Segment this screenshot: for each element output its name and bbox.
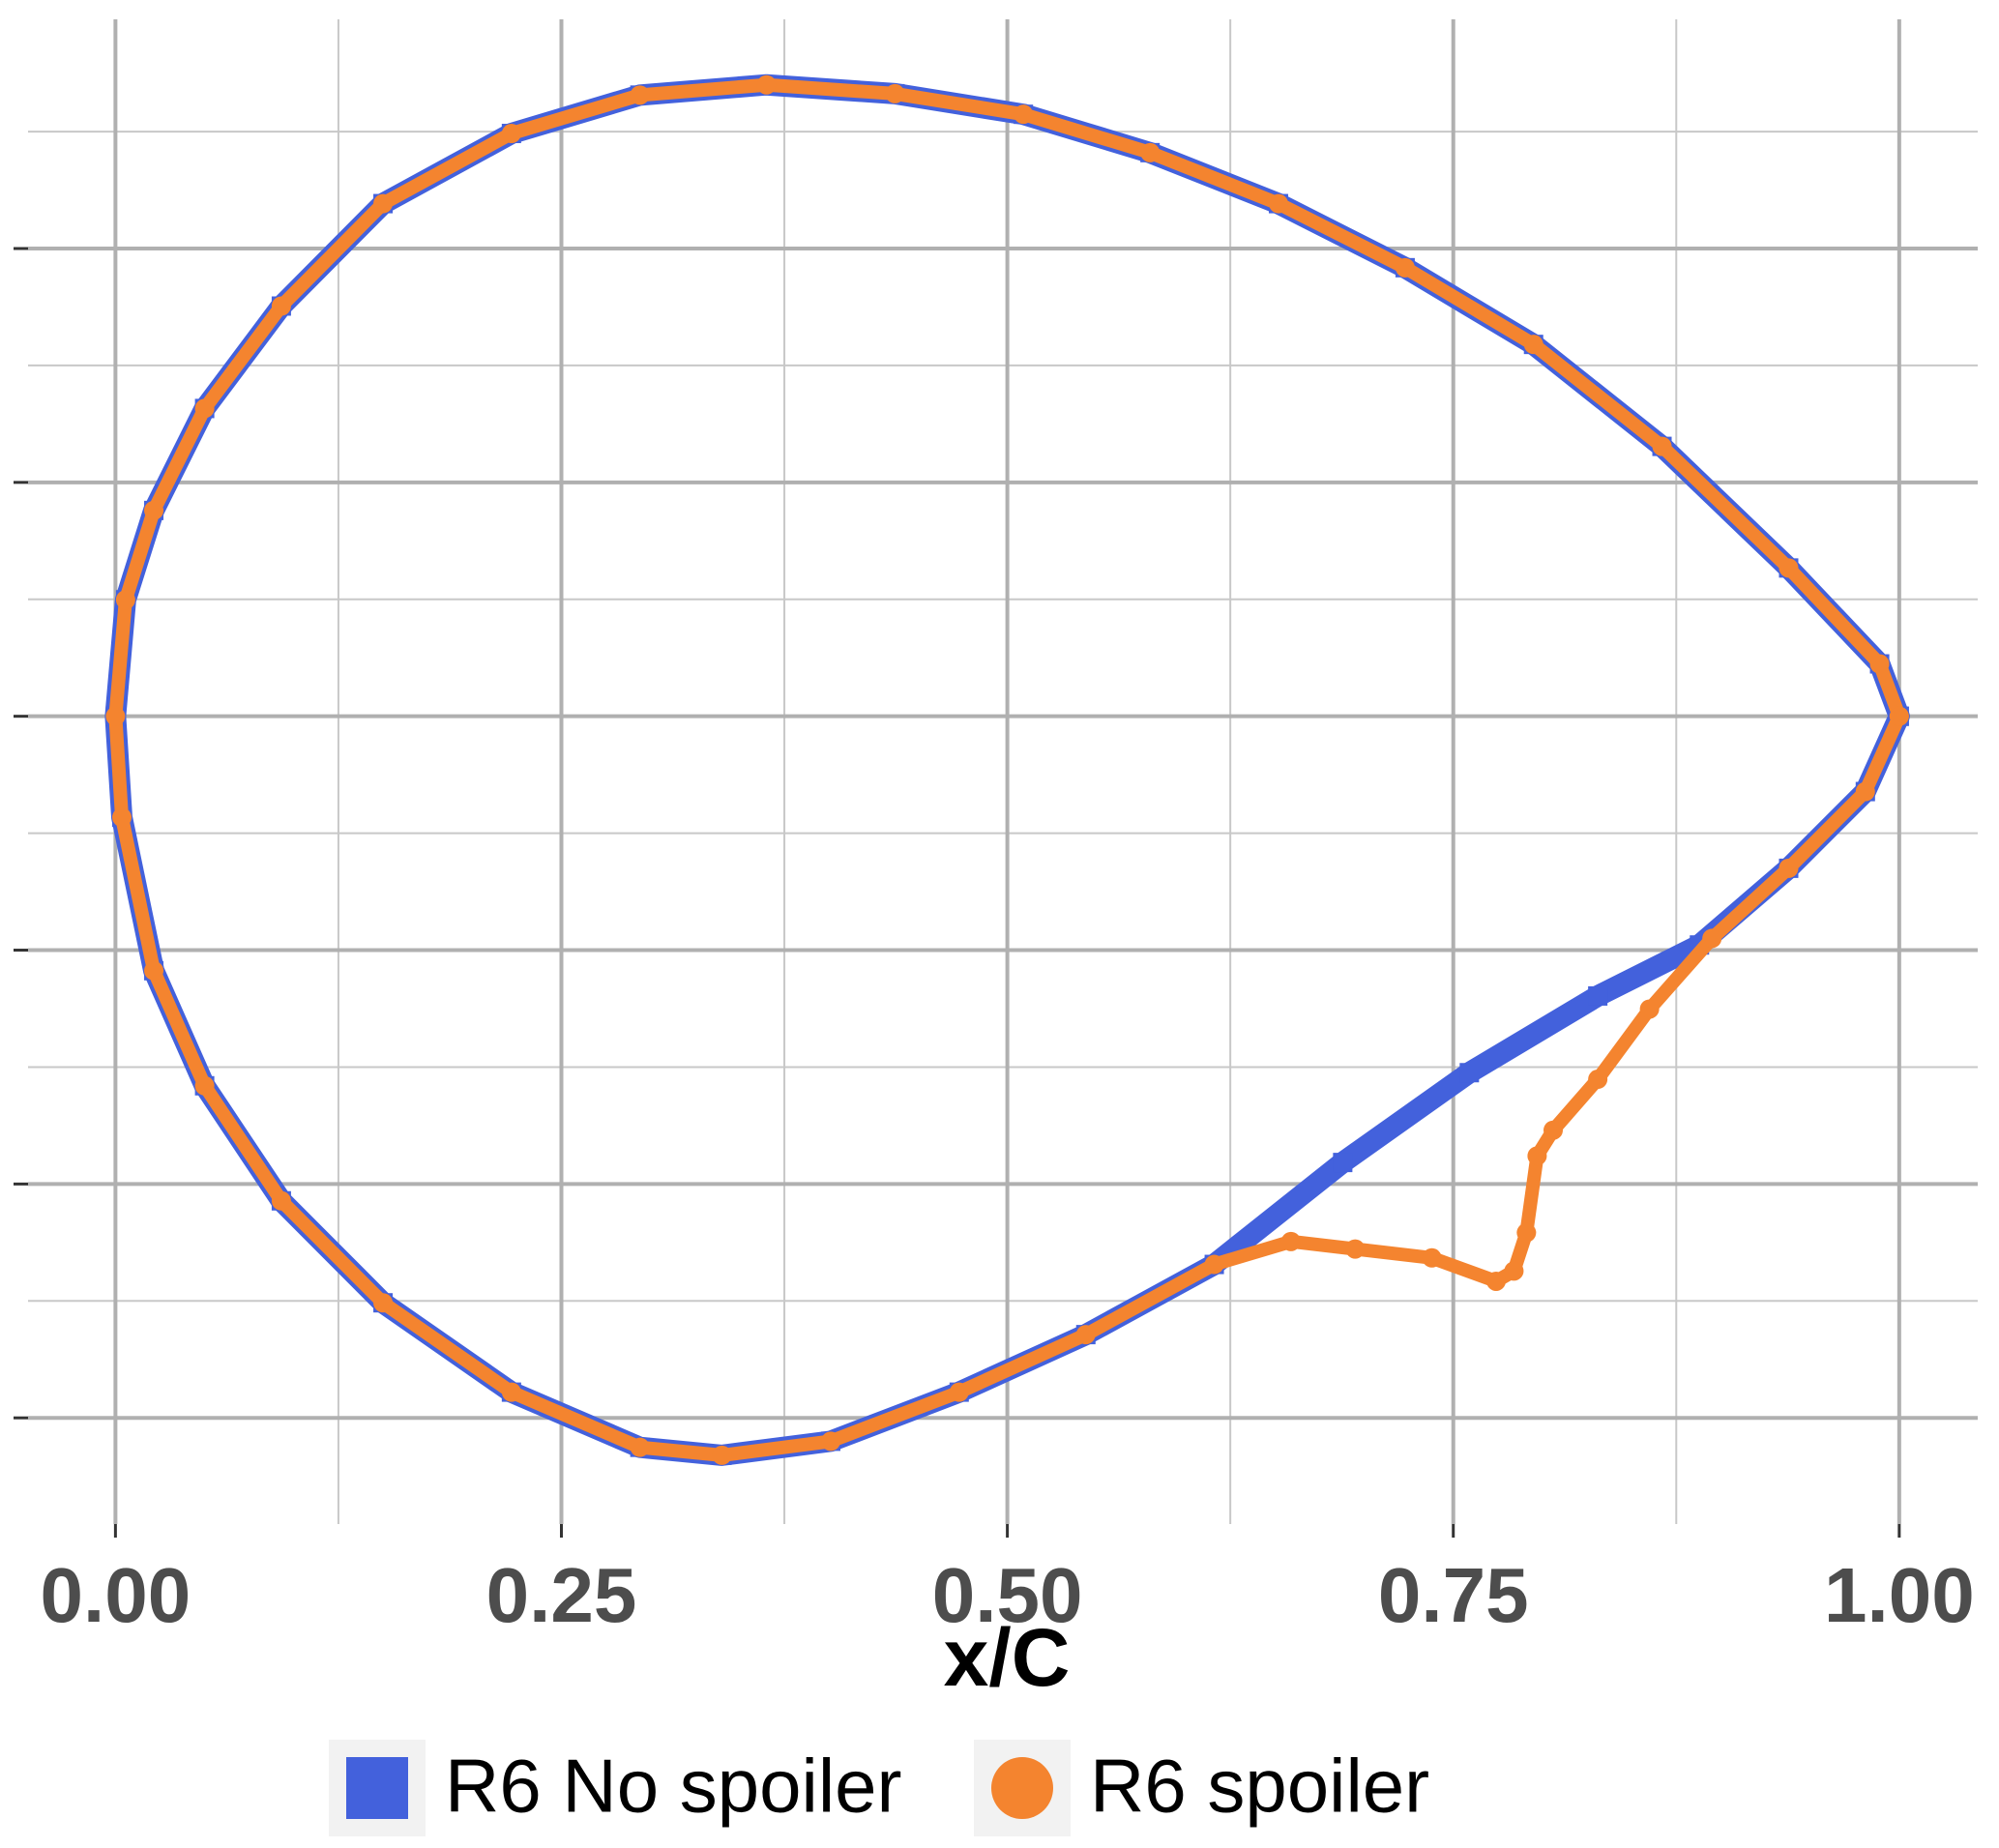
marker xyxy=(885,83,905,103)
marker xyxy=(1516,1222,1537,1243)
legend-label: R6 spoiler xyxy=(1090,1744,1429,1829)
marker xyxy=(1459,1063,1480,1083)
legend-key xyxy=(346,1757,408,1819)
marker xyxy=(373,1293,394,1313)
marker xyxy=(1869,654,1890,674)
marker xyxy=(821,1431,841,1452)
marker xyxy=(1639,999,1660,1019)
marker xyxy=(1268,193,1288,214)
marker xyxy=(949,1382,969,1402)
marker xyxy=(1140,142,1161,162)
marker xyxy=(1395,257,1415,278)
marker xyxy=(712,1445,732,1465)
marker xyxy=(1855,781,1875,802)
marker xyxy=(1014,104,1034,125)
marker xyxy=(1779,858,1799,878)
marker xyxy=(271,296,291,316)
marker xyxy=(756,74,777,95)
x-tick-label: 0.75 xyxy=(1378,1552,1529,1638)
marker xyxy=(1588,1070,1608,1090)
x-tick-label: 0.25 xyxy=(486,1552,637,1638)
x-tick-label: 1.00 xyxy=(1824,1552,1975,1638)
marker xyxy=(1204,1254,1224,1275)
legend-key xyxy=(991,1757,1053,1819)
marker xyxy=(1779,558,1799,578)
marker xyxy=(1523,335,1543,355)
marker xyxy=(271,1190,291,1211)
marker xyxy=(1345,1239,1366,1259)
marker xyxy=(194,398,215,419)
marker xyxy=(144,960,164,981)
marker xyxy=(630,1437,650,1457)
marker xyxy=(105,706,126,726)
x-tick-label: 0.00 xyxy=(41,1552,191,1638)
marker xyxy=(144,500,164,520)
marker xyxy=(630,85,650,105)
marker xyxy=(1652,436,1672,456)
marker xyxy=(1527,1146,1547,1166)
marker xyxy=(501,124,521,144)
marker xyxy=(194,1075,215,1096)
series xyxy=(105,74,1909,1465)
marker xyxy=(1504,1261,1524,1281)
marker xyxy=(115,590,135,610)
marker xyxy=(1889,706,1909,726)
grid xyxy=(28,19,1978,1524)
marker xyxy=(1543,1120,1564,1140)
x-axis-title: x/C xyxy=(944,1612,1071,1703)
marker xyxy=(373,193,394,214)
marker xyxy=(1333,1153,1353,1173)
marker xyxy=(112,807,132,828)
legend-label: R6 No spoiler xyxy=(445,1744,902,1829)
marker xyxy=(501,1382,521,1402)
marker xyxy=(1075,1325,1096,1345)
x-tick-label: 0.50 xyxy=(932,1552,1083,1638)
marker xyxy=(1422,1247,1442,1268)
marker xyxy=(1588,985,1608,1006)
marker xyxy=(1280,1231,1301,1251)
marker xyxy=(1702,928,1722,949)
marker xyxy=(1485,1271,1506,1291)
